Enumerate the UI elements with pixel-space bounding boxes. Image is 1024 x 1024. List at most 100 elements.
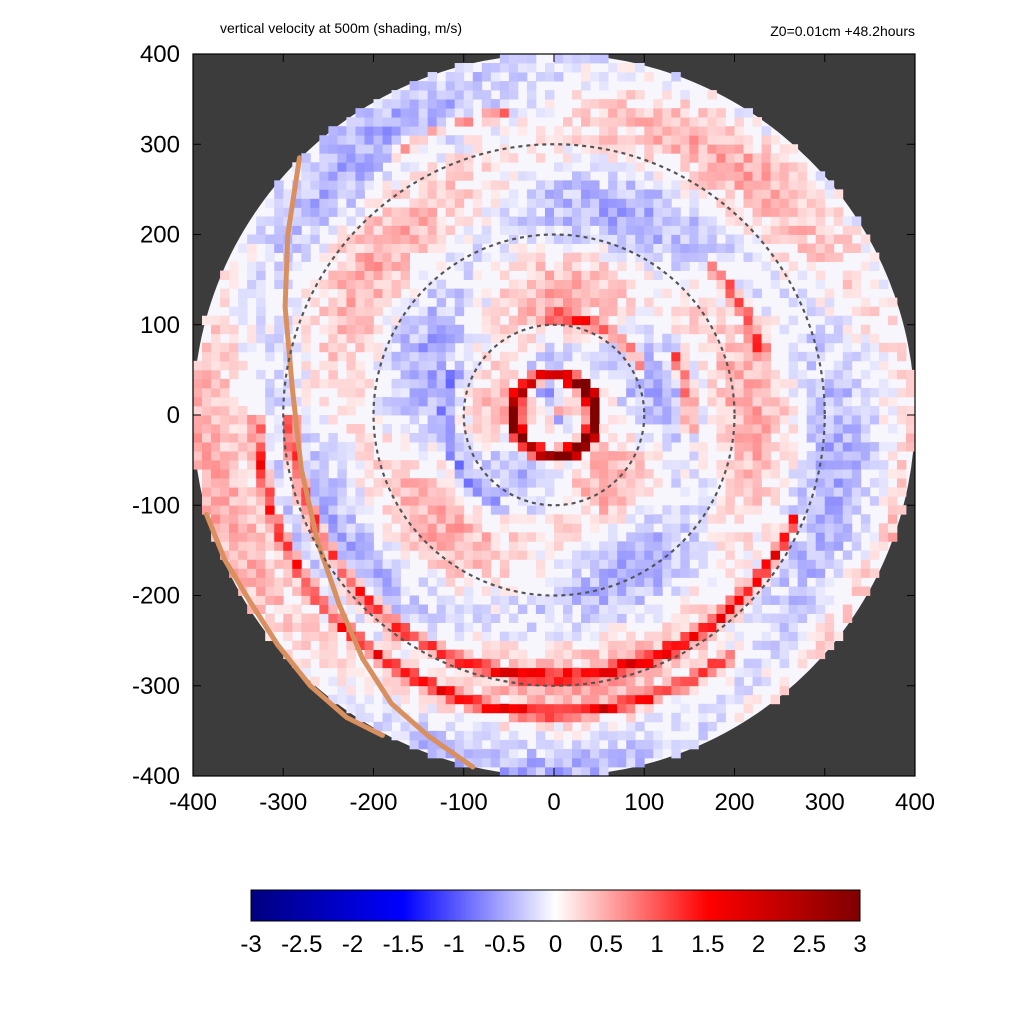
heatmap-cell bbox=[301, 288, 311, 299]
heatmap-cell bbox=[599, 126, 609, 136]
heatmap-cell bbox=[508, 387, 519, 398]
heatmap-cell bbox=[761, 315, 771, 326]
heatmap-cell bbox=[481, 631, 492, 642]
heatmap-cell bbox=[752, 478, 762, 488]
heatmap-cell bbox=[662, 108, 672, 118]
heatmap-cell bbox=[752, 505, 762, 515]
heatmap-cell bbox=[734, 640, 744, 651]
heatmap-cell bbox=[328, 207, 338, 217]
heatmap-cell bbox=[608, 505, 618, 515]
heatmap-cell bbox=[554, 288, 564, 299]
heatmap-cell bbox=[734, 532, 744, 542]
heatmap-cell bbox=[526, 99, 537, 109]
heatmap-cell bbox=[599, 640, 609, 651]
heatmap-cell bbox=[590, 550, 600, 560]
heatmap-cell bbox=[554, 514, 564, 524]
heatmap-cell bbox=[563, 225, 573, 235]
colorbar-tick-label: 2 bbox=[752, 931, 765, 958]
heatmap-cell bbox=[454, 622, 465, 632]
heatmap-cell bbox=[544, 550, 555, 560]
heatmap-cell bbox=[193, 369, 203, 380]
heatmap-cell bbox=[662, 658, 672, 669]
heatmap-cell bbox=[301, 189, 311, 199]
heatmap-cell bbox=[599, 207, 609, 217]
heatmap-cell bbox=[490, 396, 501, 407]
heatmap-cell bbox=[454, 99, 465, 109]
heatmap-cell bbox=[671, 622, 681, 632]
heatmap-cell bbox=[599, 721, 609, 732]
heatmap-cell bbox=[301, 451, 311, 461]
heatmap-cell bbox=[842, 523, 853, 533]
heatmap-cell bbox=[346, 117, 356, 127]
heatmap-cell bbox=[400, 189, 410, 199]
heatmap-cell bbox=[626, 487, 636, 497]
heatmap-cell bbox=[824, 622, 835, 632]
heatmap-cell bbox=[644, 685, 654, 696]
heatmap-cell bbox=[842, 270, 853, 281]
heatmap-cell bbox=[680, 324, 690, 335]
heatmap-cell bbox=[734, 207, 744, 217]
heatmap-cell bbox=[517, 63, 528, 73]
heatmap-cell bbox=[535, 658, 546, 669]
heatmap-cell bbox=[436, 324, 447, 335]
heatmap-cell bbox=[481, 757, 492, 768]
heatmap-cell bbox=[445, 613, 456, 623]
heatmap-cell bbox=[418, 451, 429, 461]
heatmap-cell bbox=[481, 550, 492, 560]
heatmap-cell bbox=[626, 315, 636, 326]
heatmap-cell bbox=[635, 324, 645, 335]
heatmap-cell bbox=[382, 108, 392, 118]
heatmap-cell bbox=[563, 532, 573, 542]
heatmap-cell bbox=[391, 712, 401, 723]
heatmap-cell bbox=[292, 604, 302, 614]
heatmap-cell bbox=[508, 252, 519, 262]
heatmap-cell bbox=[517, 243, 528, 253]
heatmap-cell bbox=[581, 117, 591, 127]
heatmap-cell bbox=[355, 460, 365, 470]
heatmap-cell bbox=[427, 523, 438, 533]
heatmap-cell bbox=[635, 108, 645, 118]
heatmap-cell bbox=[526, 505, 537, 515]
heatmap-cell bbox=[337, 496, 347, 506]
heatmap-cell bbox=[815, 216, 826, 226]
heatmap-cell bbox=[635, 487, 645, 497]
heatmap-cell bbox=[508, 748, 519, 759]
heatmap-cell bbox=[590, 54, 600, 64]
heatmap-cell bbox=[743, 405, 753, 416]
heatmap-cell bbox=[346, 333, 356, 344]
heatmap-cell bbox=[617, 162, 627, 172]
heatmap-cell bbox=[490, 550, 501, 560]
heatmap-cell bbox=[851, 442, 862, 452]
heatmap-cell bbox=[292, 342, 302, 353]
heatmap-cell bbox=[626, 171, 636, 181]
heatmap-cell bbox=[283, 451, 293, 461]
heatmap-cell bbox=[445, 514, 456, 524]
heatmap-cell bbox=[364, 261, 374, 271]
heatmap-cell bbox=[770, 315, 781, 326]
heatmap-cell bbox=[896, 505, 907, 515]
heatmap-cell bbox=[328, 180, 338, 190]
heatmap-cell bbox=[499, 207, 510, 217]
y-tick-label: -200 bbox=[132, 583, 180, 610]
heatmap-cell bbox=[626, 234, 636, 244]
heatmap-cell bbox=[472, 405, 483, 416]
heatmap-cell bbox=[761, 460, 771, 470]
heatmap-cell bbox=[662, 514, 672, 524]
heatmap-cell bbox=[698, 342, 708, 353]
heatmap-cell bbox=[680, 261, 690, 271]
heatmap-cell bbox=[734, 514, 744, 524]
heatmap-cell bbox=[526, 333, 537, 344]
heatmap-cell bbox=[797, 577, 808, 587]
heatmap-cell bbox=[490, 297, 501, 308]
heatmap-cell bbox=[202, 315, 212, 326]
heatmap-cell bbox=[319, 288, 329, 299]
heatmap-cell bbox=[265, 433, 275, 443]
heatmap-cell bbox=[346, 604, 356, 614]
heatmap-cell bbox=[554, 757, 564, 768]
heatmap-cell bbox=[725, 676, 735, 687]
heatmap-cell bbox=[382, 604, 392, 614]
heatmap-cell bbox=[274, 559, 284, 569]
heatmap-cell bbox=[247, 442, 257, 452]
heatmap-cell bbox=[427, 72, 438, 82]
heatmap-cell bbox=[635, 387, 645, 398]
